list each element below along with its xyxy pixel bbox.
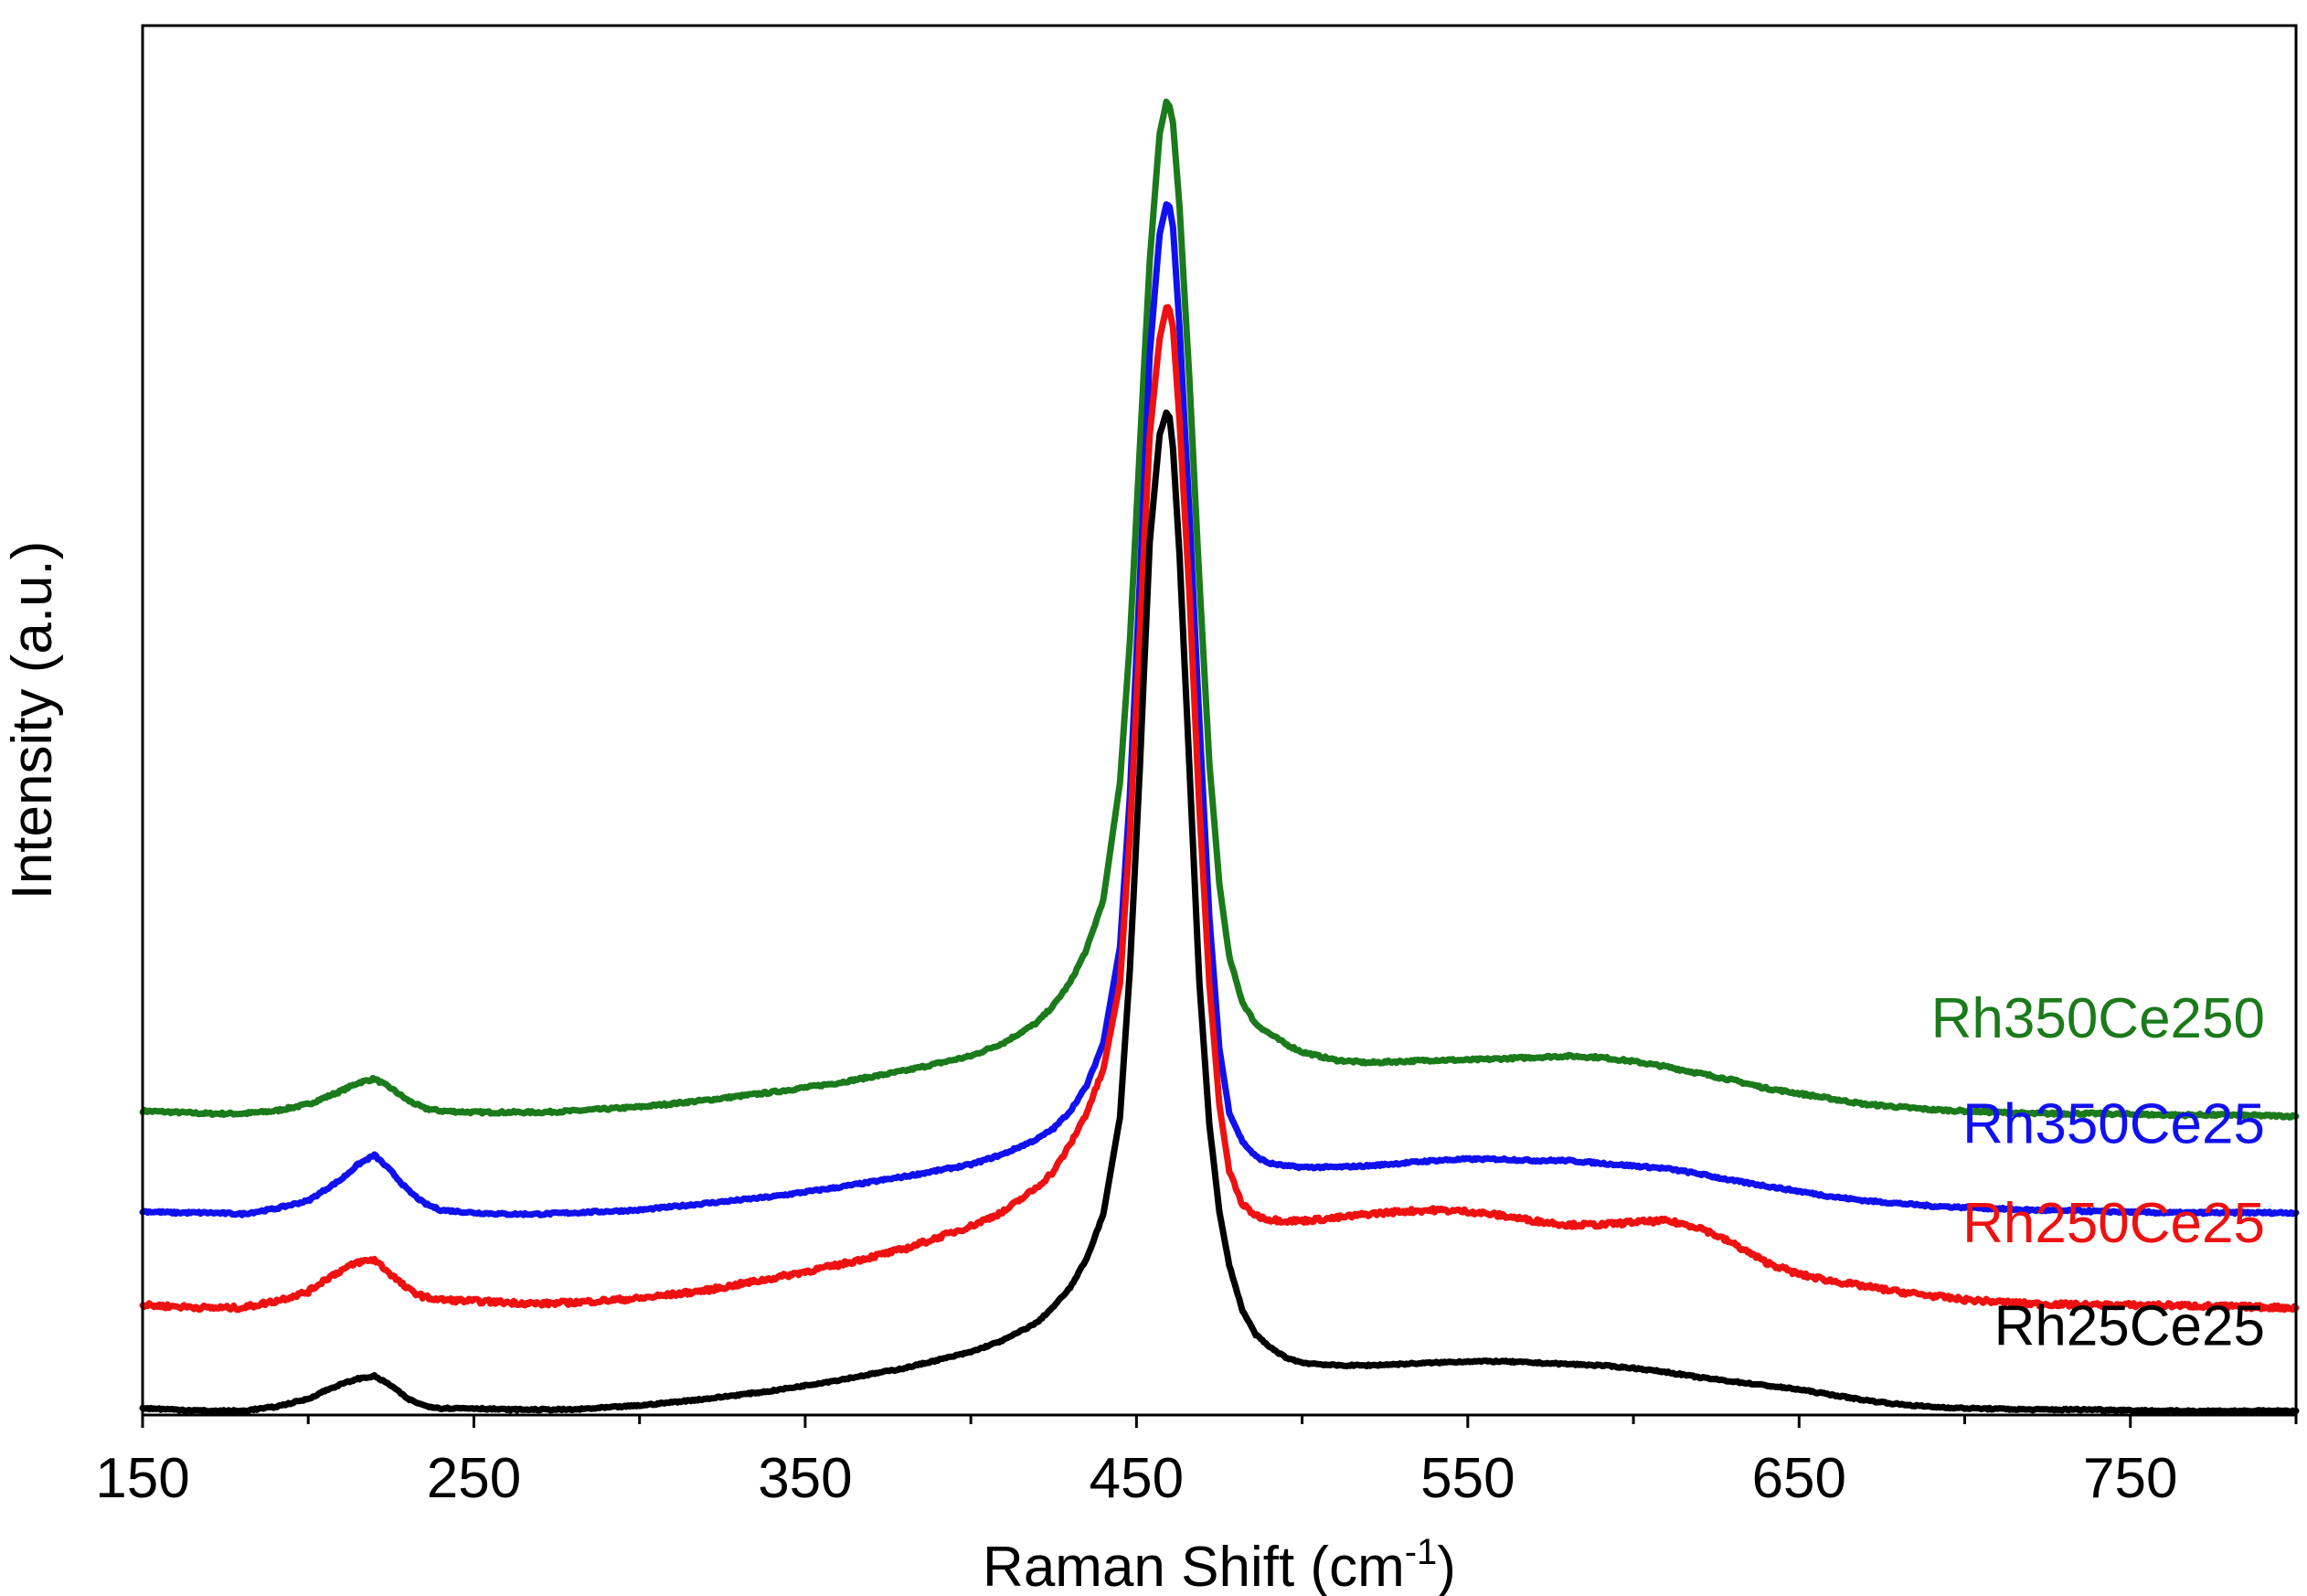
y-axis-title: Intensity (a.u.): [1, 541, 64, 900]
x-tick-label: 550: [1420, 1447, 1515, 1510]
x-tick-label: 250: [427, 1447, 521, 1510]
series-label-rh350ce250: Rh350Ce250: [1931, 987, 2265, 1050]
x-tick-label: 750: [2083, 1447, 2177, 1510]
series-label-rh25ce25: Rh25Ce25: [1994, 1295, 2265, 1358]
series-labels: Rh350Ce250 Rh350Ce25 Rh250Ce25 Rh25Ce25: [1931, 987, 2265, 1358]
x-tick-label: 450: [1090, 1447, 1184, 1510]
plot-frame: [141, 24, 2298, 1417]
series-label-rh350ce25: Rh350Ce25: [1962, 1093, 2265, 1156]
series-line-rh25ce25: [139, 410, 2300, 1415]
series-line-rh350ce25: [139, 201, 2300, 1218]
series-line-rh250ce25: [139, 303, 2300, 1314]
x-tick-label: 150: [95, 1447, 189, 1510]
x-tick-label: 650: [1752, 1447, 1846, 1510]
x-tick-label: 350: [758, 1447, 852, 1510]
x-axis-title: Raman Shift (cm-1): [983, 1532, 1456, 1596]
x-axis: 150 250 350 450 550 650 750: [95, 1415, 2298, 1510]
series-line-rh350ce250: [139, 98, 2300, 1121]
series-label-rh250ce25: Rh250Ce25: [1962, 1192, 2265, 1255]
series-group: [139, 98, 2300, 1415]
